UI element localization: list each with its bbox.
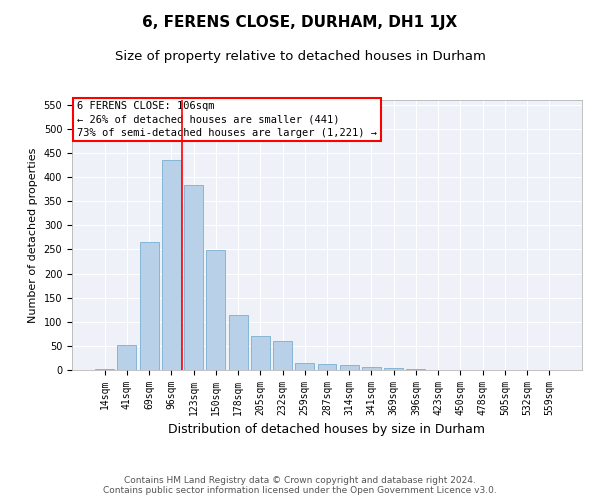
Bar xyxy=(118,345,136,370)
Bar xyxy=(362,367,381,370)
Text: Contains HM Land Registry data © Crown copyright and database right 2024.: Contains HM Land Registry data © Crown c… xyxy=(124,476,476,485)
Bar xyxy=(251,336,270,370)
Bar xyxy=(184,186,203,370)
Bar xyxy=(295,363,314,370)
X-axis label: Distribution of detached houses by size in Durham: Distribution of detached houses by size … xyxy=(169,424,485,436)
Bar xyxy=(206,250,225,370)
Text: 6, FERENS CLOSE, DURHAM, DH1 1JX: 6, FERENS CLOSE, DURHAM, DH1 1JX xyxy=(142,15,458,30)
Bar xyxy=(317,364,337,370)
Text: Size of property relative to detached houses in Durham: Size of property relative to detached ho… xyxy=(115,50,485,63)
Bar xyxy=(140,242,158,370)
Text: Contains public sector information licensed under the Open Government Licence v3: Contains public sector information licen… xyxy=(103,486,497,495)
Bar xyxy=(162,160,181,370)
Bar xyxy=(229,315,248,370)
Y-axis label: Number of detached properties: Number of detached properties xyxy=(28,148,38,322)
Bar xyxy=(95,369,114,370)
Bar xyxy=(384,368,403,370)
Bar xyxy=(340,365,359,370)
Bar xyxy=(406,368,425,370)
Bar xyxy=(273,341,292,370)
Text: 6 FERENS CLOSE: 106sqm
← 26% of detached houses are smaller (441)
73% of semi-de: 6 FERENS CLOSE: 106sqm ← 26% of detached… xyxy=(77,102,377,138)
